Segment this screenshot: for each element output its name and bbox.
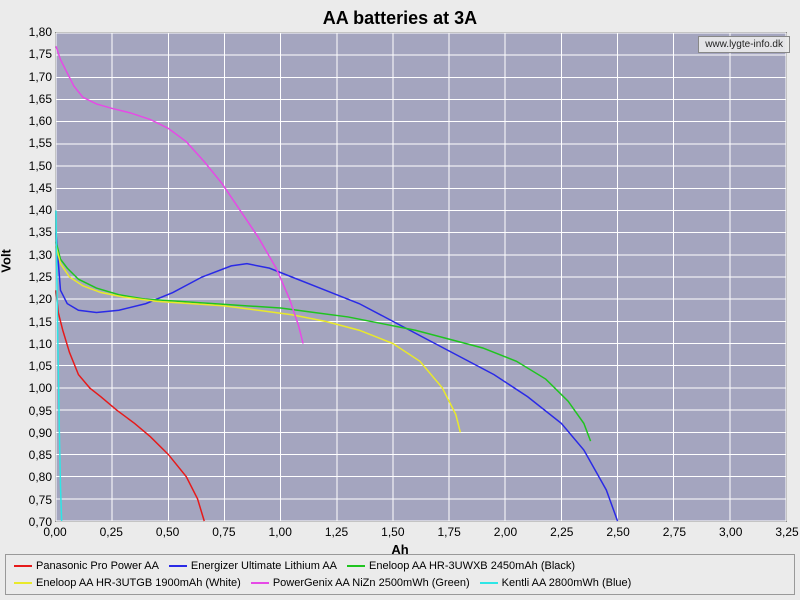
y-tick-label: 1,80	[12, 25, 52, 39]
x-tick-label: 2,75	[663, 525, 686, 539]
legend: Panasonic Pro Power AA Energizer Ultimate…	[5, 554, 795, 595]
plot-area	[55, 32, 787, 522]
y-tick-label: 1,65	[12, 92, 52, 106]
y-tick-label: 1,75	[12, 47, 52, 61]
legend-item: PowerGenix AA NiZn 2500mWh (Green)	[251, 575, 470, 592]
legend-swatch	[480, 582, 498, 584]
legend-label: Eneloop AA HR-3UWXB 2450mAh (Black)	[369, 558, 575, 575]
x-tick-label: 2,25	[550, 525, 573, 539]
watermark: www.lygte-info.dk	[698, 36, 790, 53]
legend-swatch	[14, 582, 32, 584]
y-tick-label: 1,30	[12, 248, 52, 262]
x-tick-label: 1,75	[437, 525, 460, 539]
legend-label: PowerGenix AA NiZn 2500mWh (Green)	[273, 575, 470, 592]
y-tick-label: 1,35	[12, 225, 52, 239]
y-tick-label: 1,70	[12, 70, 52, 84]
chart-title: AA batteries at 3A	[0, 8, 800, 29]
series-line	[56, 242, 591, 442]
y-tick-label: 1,20	[12, 292, 52, 306]
y-tick-label: 1,00	[12, 381, 52, 395]
legend-label: Energizer Ultimate Lithium AA	[191, 558, 337, 575]
y-tick-label: 1,50	[12, 159, 52, 173]
legend-item: Kentli AA 2800mWh (Blue)	[480, 575, 632, 592]
series-line	[56, 290, 204, 521]
y-tick-label: 0,85	[12, 448, 52, 462]
legend-swatch	[251, 582, 269, 584]
x-tick-label: 2,00	[494, 525, 517, 539]
y-tick-label: 1,45	[12, 181, 52, 195]
y-tick-label: 1,05	[12, 359, 52, 373]
y-tick-label: 1,10	[12, 337, 52, 351]
series-line	[56, 246, 460, 432]
legend-item: Eneloop AA HR-3UTGB 1900mAh (White)	[14, 575, 241, 592]
legend-label: Eneloop AA HR-3UTGB 1900mAh (White)	[36, 575, 241, 592]
x-tick-label: 0,75	[212, 525, 235, 539]
legend-label: Panasonic Pro Power AA	[36, 558, 159, 575]
x-tick-label: 1,00	[269, 525, 292, 539]
y-tick-label: 1,15	[12, 315, 52, 329]
x-tick-label: 2,50	[606, 525, 629, 539]
legend-item: Eneloop AA HR-3UWXB 2450mAh (Black)	[347, 558, 575, 575]
x-tick-label: 3,25	[775, 525, 798, 539]
x-tick-label: 0,50	[156, 525, 179, 539]
x-tick-label: 3,00	[719, 525, 742, 539]
x-tick-label: 0,00	[43, 525, 66, 539]
y-tick-label: 0,75	[12, 493, 52, 507]
x-tick-label: 1,25	[325, 525, 348, 539]
legend-item: Energizer Ultimate Lithium AA	[169, 558, 337, 575]
legend-swatch	[14, 565, 32, 567]
plot-svg	[56, 33, 786, 521]
x-tick-label: 1,50	[381, 525, 404, 539]
y-tick-label: 1,55	[12, 136, 52, 150]
y-tick-label: 1,25	[12, 270, 52, 284]
legend-swatch	[347, 565, 365, 567]
y-tick-label: 0,90	[12, 426, 52, 440]
y-tick-label: 0,95	[12, 404, 52, 418]
y-tick-label: 1,60	[12, 114, 52, 128]
x-tick-label: 0,25	[100, 525, 123, 539]
legend-label: Kentli AA 2800mWh (Blue)	[502, 575, 632, 592]
y-tick-label: 0,80	[12, 470, 52, 484]
legend-item: Panasonic Pro Power AA	[14, 558, 159, 575]
legend-swatch	[169, 565, 187, 567]
y-tick-label: 1,40	[12, 203, 52, 217]
